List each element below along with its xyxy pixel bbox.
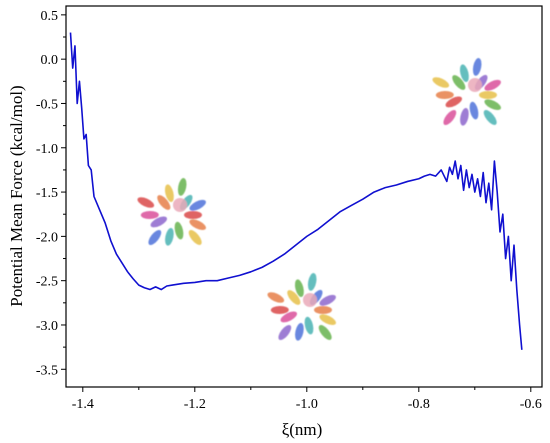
- x-tick-label: -0.8: [408, 397, 430, 412]
- x-tick-label: -1.2: [184, 397, 206, 412]
- axis-ticks: [61, 14, 532, 392]
- y-tick-label: 0.0: [41, 53, 59, 68]
- pmf-series-line: [69, 32, 523, 350]
- y-tick-label: -3.0: [36, 319, 58, 334]
- protein-structure-insets: [137, 58, 501, 341]
- x-tick-label: -0.6: [520, 397, 542, 412]
- x-tick-label: -1.0: [296, 397, 318, 412]
- y-tick-label: 0.5: [41, 9, 59, 24]
- protein-structure-icon: [267, 273, 336, 341]
- y-tick-label: -2.0: [36, 230, 58, 245]
- plot-frame: [65, 5, 543, 388]
- protein-structure-icon: [432, 58, 501, 126]
- y-tick-label: -0.5: [36, 97, 58, 112]
- y-tick-label: -1.5: [36, 186, 58, 201]
- protein-structure-icon: [137, 178, 206, 246]
- x-tick-labels: -1.4 -1.2 -1.0 -0.8 -0.6: [72, 397, 542, 412]
- y-tick-label: -2.5: [36, 275, 58, 290]
- x-axis-title: ξ(nm): [282, 420, 323, 439]
- x-tick-label: -1.4: [72, 397, 94, 412]
- y-axis-title: Potential Mean Force (kcal/mol): [7, 85, 26, 306]
- y-tick-labels: 0.5 0.0 -0.5 -1.0 -1.5 -2.0 -2.5 -3.0 -3.5: [36, 9, 58, 378]
- y-tick-label: -3.5: [36, 363, 58, 378]
- y-tick-label: -1.0: [36, 142, 58, 157]
